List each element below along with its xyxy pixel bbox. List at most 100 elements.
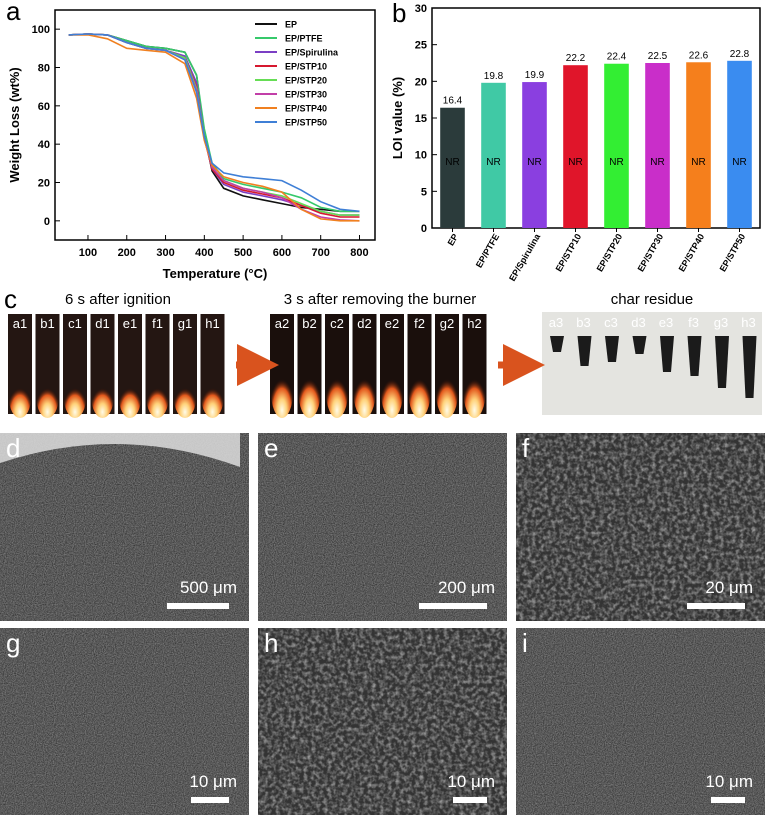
scale-label: 20 μm [705,578,753,597]
x-tick-label: EP/STP30 [636,232,666,273]
photo-background [542,312,762,415]
x-tick-label: 500 [234,247,252,259]
scale-label: 10 μm [705,772,753,791]
legend-label: EP/PTFE [285,34,323,44]
flame [91,378,114,418]
flame [271,366,293,418]
flame [36,378,59,418]
bar-annotation: NR [445,157,459,168]
char-residue [632,336,647,354]
photo-label: b1 [40,316,54,331]
photo-caption: char residue [611,291,694,308]
sem-feature [0,433,240,467]
x-tick-label: EP/STP20 [595,232,625,273]
legend-label: EP/STP30 [285,90,327,100]
x-tick-label: 600 [273,247,291,259]
flame [353,366,376,418]
bar-annotation: NR [609,157,623,168]
char-residue [550,336,564,352]
value-label: 22.6 [689,50,709,61]
photo-label: h2 [467,316,481,331]
photo-label: f2 [414,316,425,331]
photo-label: d1 [95,316,109,331]
panel-label: h [264,628,278,658]
scale-bar [711,797,745,803]
x-tick-label: EP/STP40 [677,232,707,273]
x-tick-label: 100 [79,247,97,259]
bar [440,107,465,228]
photo-label: d2 [357,316,371,331]
sem-texture [516,628,765,815]
value-label: 22.8 [730,49,750,60]
photo-label: f1 [152,316,163,331]
y-tick-label: 0 [44,216,50,228]
y-tick-label: 60 [38,101,50,113]
flame [381,366,403,418]
legend-label: EP/STP10 [285,62,327,72]
bar-annotation: NR [527,157,541,168]
photo-label: f3 [688,315,699,330]
scale-label: 10 μm [447,772,495,791]
char-residue [605,336,619,362]
sem-texture [258,628,507,815]
y-axis-title: Weight Loss (wt%) [7,67,22,182]
flame [146,378,169,418]
x-tick-label: 300 [156,247,174,259]
photo-label: a1 [13,316,27,331]
value-label: 19.8 [484,71,504,82]
flame [436,366,458,418]
y-tick-label: 40 [38,139,50,151]
legend-label: EP/STP20 [285,76,327,86]
bar [604,63,629,228]
scale-label: 500 μm [180,578,237,597]
y-tick-label: 30 [415,3,427,15]
photo-caption: 3 s after removing the burner [284,291,477,308]
sem-texture [516,433,765,621]
photo-label: d3 [631,315,645,330]
photo-label: a2 [275,316,289,331]
scale-bar [687,603,745,609]
flame [9,378,31,418]
panel-label: g [6,628,20,658]
y-tick-label: 25 [415,40,427,52]
y-tick-label: 15 [415,113,427,125]
flame [408,366,431,418]
value-label: 19.9 [525,70,545,81]
panel-label: i [522,628,528,658]
x-tick-label: EP/Spirulina [507,231,543,283]
sem-texture [258,433,507,621]
photo-label: h3 [741,315,755,330]
legend-label: EP/Spirulina [285,48,339,58]
y-tick-label: 100 [32,24,50,36]
char-residue [687,336,702,376]
y-tick-label: 0 [421,223,427,235]
photo-label: e2 [385,316,399,331]
bar [686,62,711,229]
scale-bar [419,603,487,609]
photo-label: g3 [714,315,728,330]
char-residue [577,336,592,366]
bar-annotation: NR [650,157,664,168]
y-axis-title: LOI value (%) [390,77,405,159]
photo-label: c2 [330,316,344,331]
char-residue [660,336,674,372]
photo-label: e3 [659,315,673,330]
legend-label: EP/STP40 [285,104,327,114]
scale-bar [191,797,229,803]
data-line [68,33,360,213]
x-tick-label: 200 [118,247,136,259]
photo-label: b2 [302,316,316,331]
y-tick-label: 5 [421,186,427,198]
bar [727,60,752,228]
x-tick-label: 700 [312,247,330,259]
value-label: 22.5 [648,51,668,62]
data-line [68,34,360,222]
scale-label: 10 μm [189,772,237,791]
bar [481,82,506,228]
scale-bar [453,797,487,803]
flame [201,378,224,418]
bar-annotation: NR [486,157,500,168]
char-residue [715,336,729,388]
x-tick-label: EP/STP50 [718,232,748,273]
photo-label: g1 [178,316,192,331]
